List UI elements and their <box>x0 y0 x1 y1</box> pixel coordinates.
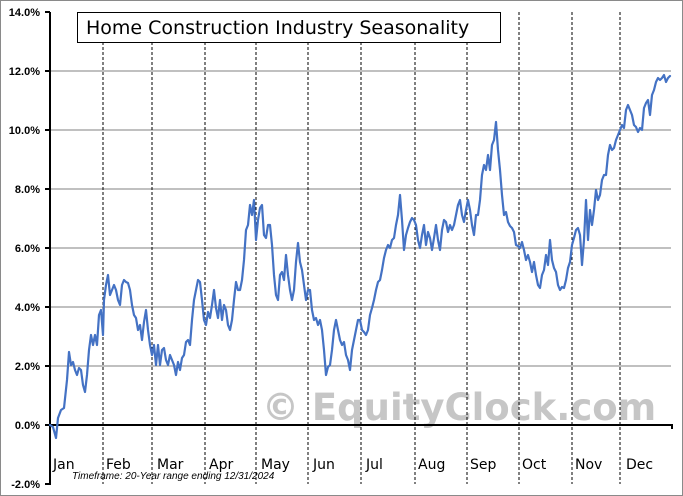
y-tick-label: 14.0% <box>9 7 40 19</box>
month-label: Aug <box>418 457 445 473</box>
y-tick-label: 12.0% <box>9 66 40 78</box>
month-label: Mar <box>157 457 184 473</box>
watermark-text: © EquityClock.com <box>262 386 656 429</box>
month-label: Dec <box>626 457 653 473</box>
x-axis-month-labels: Jan Feb Mar Apr May Jun Jul Aug Sep Oct … <box>52 457 653 473</box>
y-axis: 14.0% 12.0% 10.0% 8.0% 6.0% 4.0% 2.0% 0.… <box>9 7 51 491</box>
y-tick-label: 2.0% <box>15 361 40 373</box>
month-label: Jun <box>312 457 335 473</box>
month-label: Nov <box>575 457 602 473</box>
chart-title: Home Construction Industry Seasonality <box>86 17 470 39</box>
month-label: Jan <box>52 457 75 473</box>
month-label: Apr <box>209 457 233 473</box>
seasonality-line <box>48 73 672 440</box>
y-tick-label: -2.0% <box>11 479 40 491</box>
month-label: May <box>261 457 290 473</box>
chart-title-box: Home Construction Industry Seasonality <box>77 12 501 43</box>
y-tick-label: 6.0% <box>15 243 40 255</box>
timeframe-footnote: Timeframe: 20-Year range ending 12/31/20… <box>72 471 275 482</box>
month-label: Feb <box>106 457 131 473</box>
y-tick-label: 4.0% <box>15 302 40 314</box>
y-tick-label: 8.0% <box>15 184 40 196</box>
y-tick-label: 10.0% <box>9 125 40 137</box>
month-label: Oct <box>522 457 547 473</box>
y-tick-label: 0.0% <box>15 420 40 432</box>
month-label: Sep <box>470 457 497 473</box>
month-label: Jul <box>365 457 383 473</box>
